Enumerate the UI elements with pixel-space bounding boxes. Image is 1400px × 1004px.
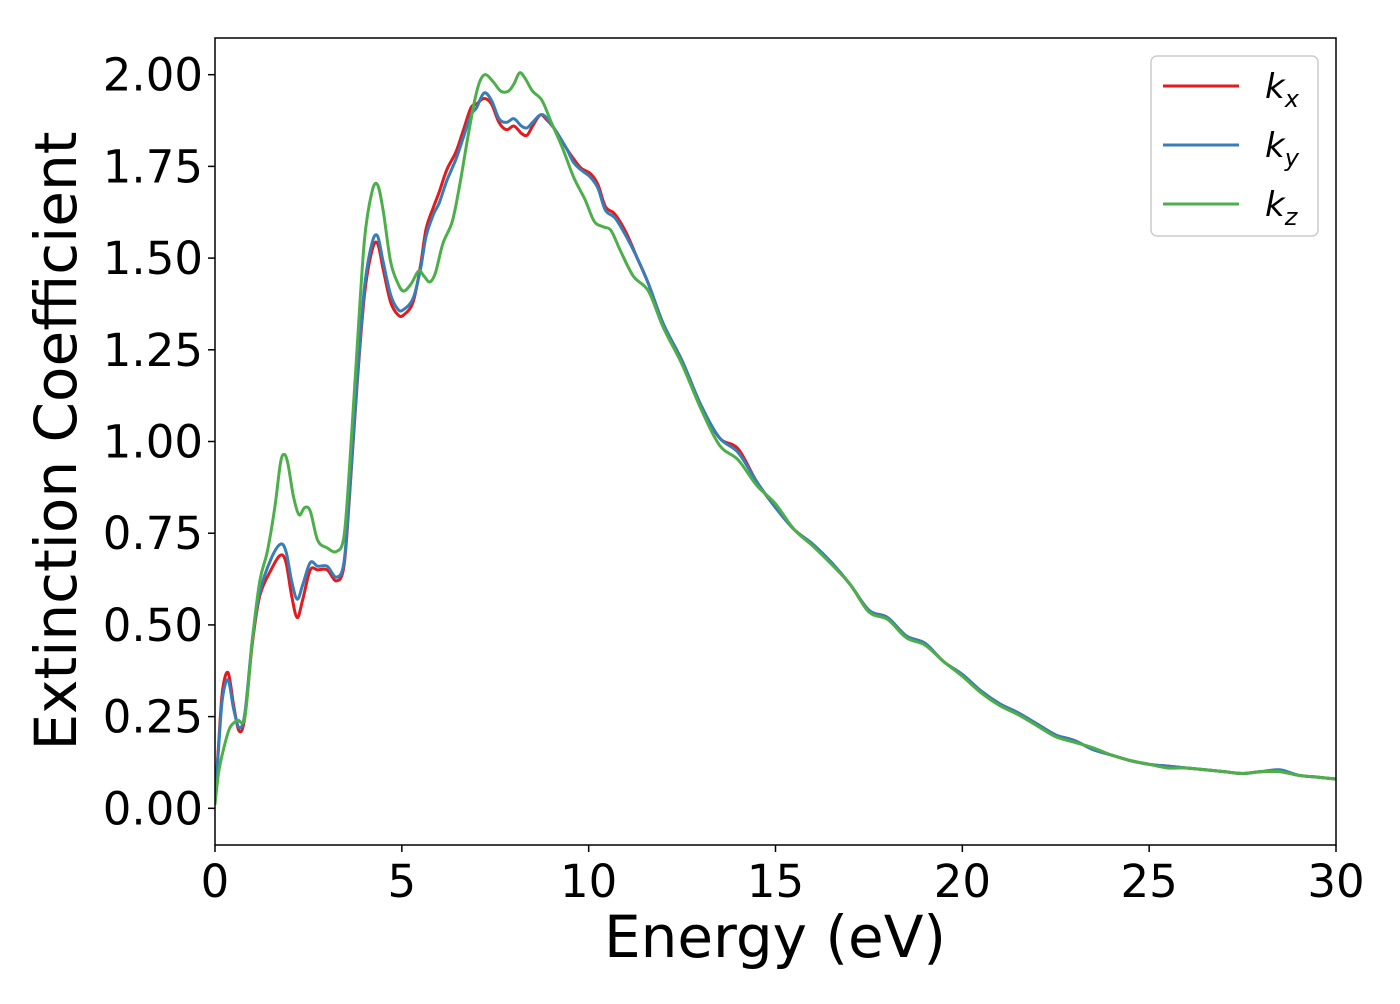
y-axis-label: Extinction Coefficient	[22, 132, 90, 751]
legend-label-ky: ky	[1265, 126, 1300, 172]
x-tick-label: 30	[1307, 855, 1364, 908]
series-line-kz	[215, 71, 1336, 805]
y-axis-ticks: 0.00 0.25 0.50 0.75 1.00 1.25 1.50 1.75 2.00	[103, 49, 215, 835]
y-tick-label: 0.00	[103, 782, 203, 835]
legend-label-kz: kz	[1265, 185, 1299, 231]
series-layer	[215, 71, 1336, 805]
y-tick-label: 1.75	[103, 140, 203, 193]
y-tick-label: 1.00	[103, 416, 203, 469]
series-line-ky	[215, 91, 1336, 802]
legend-label-kx: kx	[1265, 67, 1300, 113]
x-tick-label: 5	[388, 855, 417, 908]
y-tick-label: 0.75	[103, 507, 203, 560]
legend: kx ky kz	[1150, 55, 1319, 237]
x-tick-label: 20	[934, 855, 991, 908]
y-tick-label: 1.50	[103, 232, 203, 285]
y-tick-label: 0.25	[103, 691, 203, 744]
x-tick-label: 0	[201, 855, 230, 908]
x-tick-label: 15	[747, 855, 804, 908]
x-axis-ticks: 0 5 10 15 20 25 30	[201, 845, 1365, 908]
x-axis-label: Energy (eV)	[604, 903, 946, 971]
y-tick-label: 1.25	[103, 324, 203, 377]
y-tick-label: 0.50	[103, 599, 203, 652]
x-tick-label: 25	[1121, 855, 1178, 908]
y-tick-label: 2.00	[103, 49, 203, 102]
x-tick-label: 10	[560, 855, 617, 908]
